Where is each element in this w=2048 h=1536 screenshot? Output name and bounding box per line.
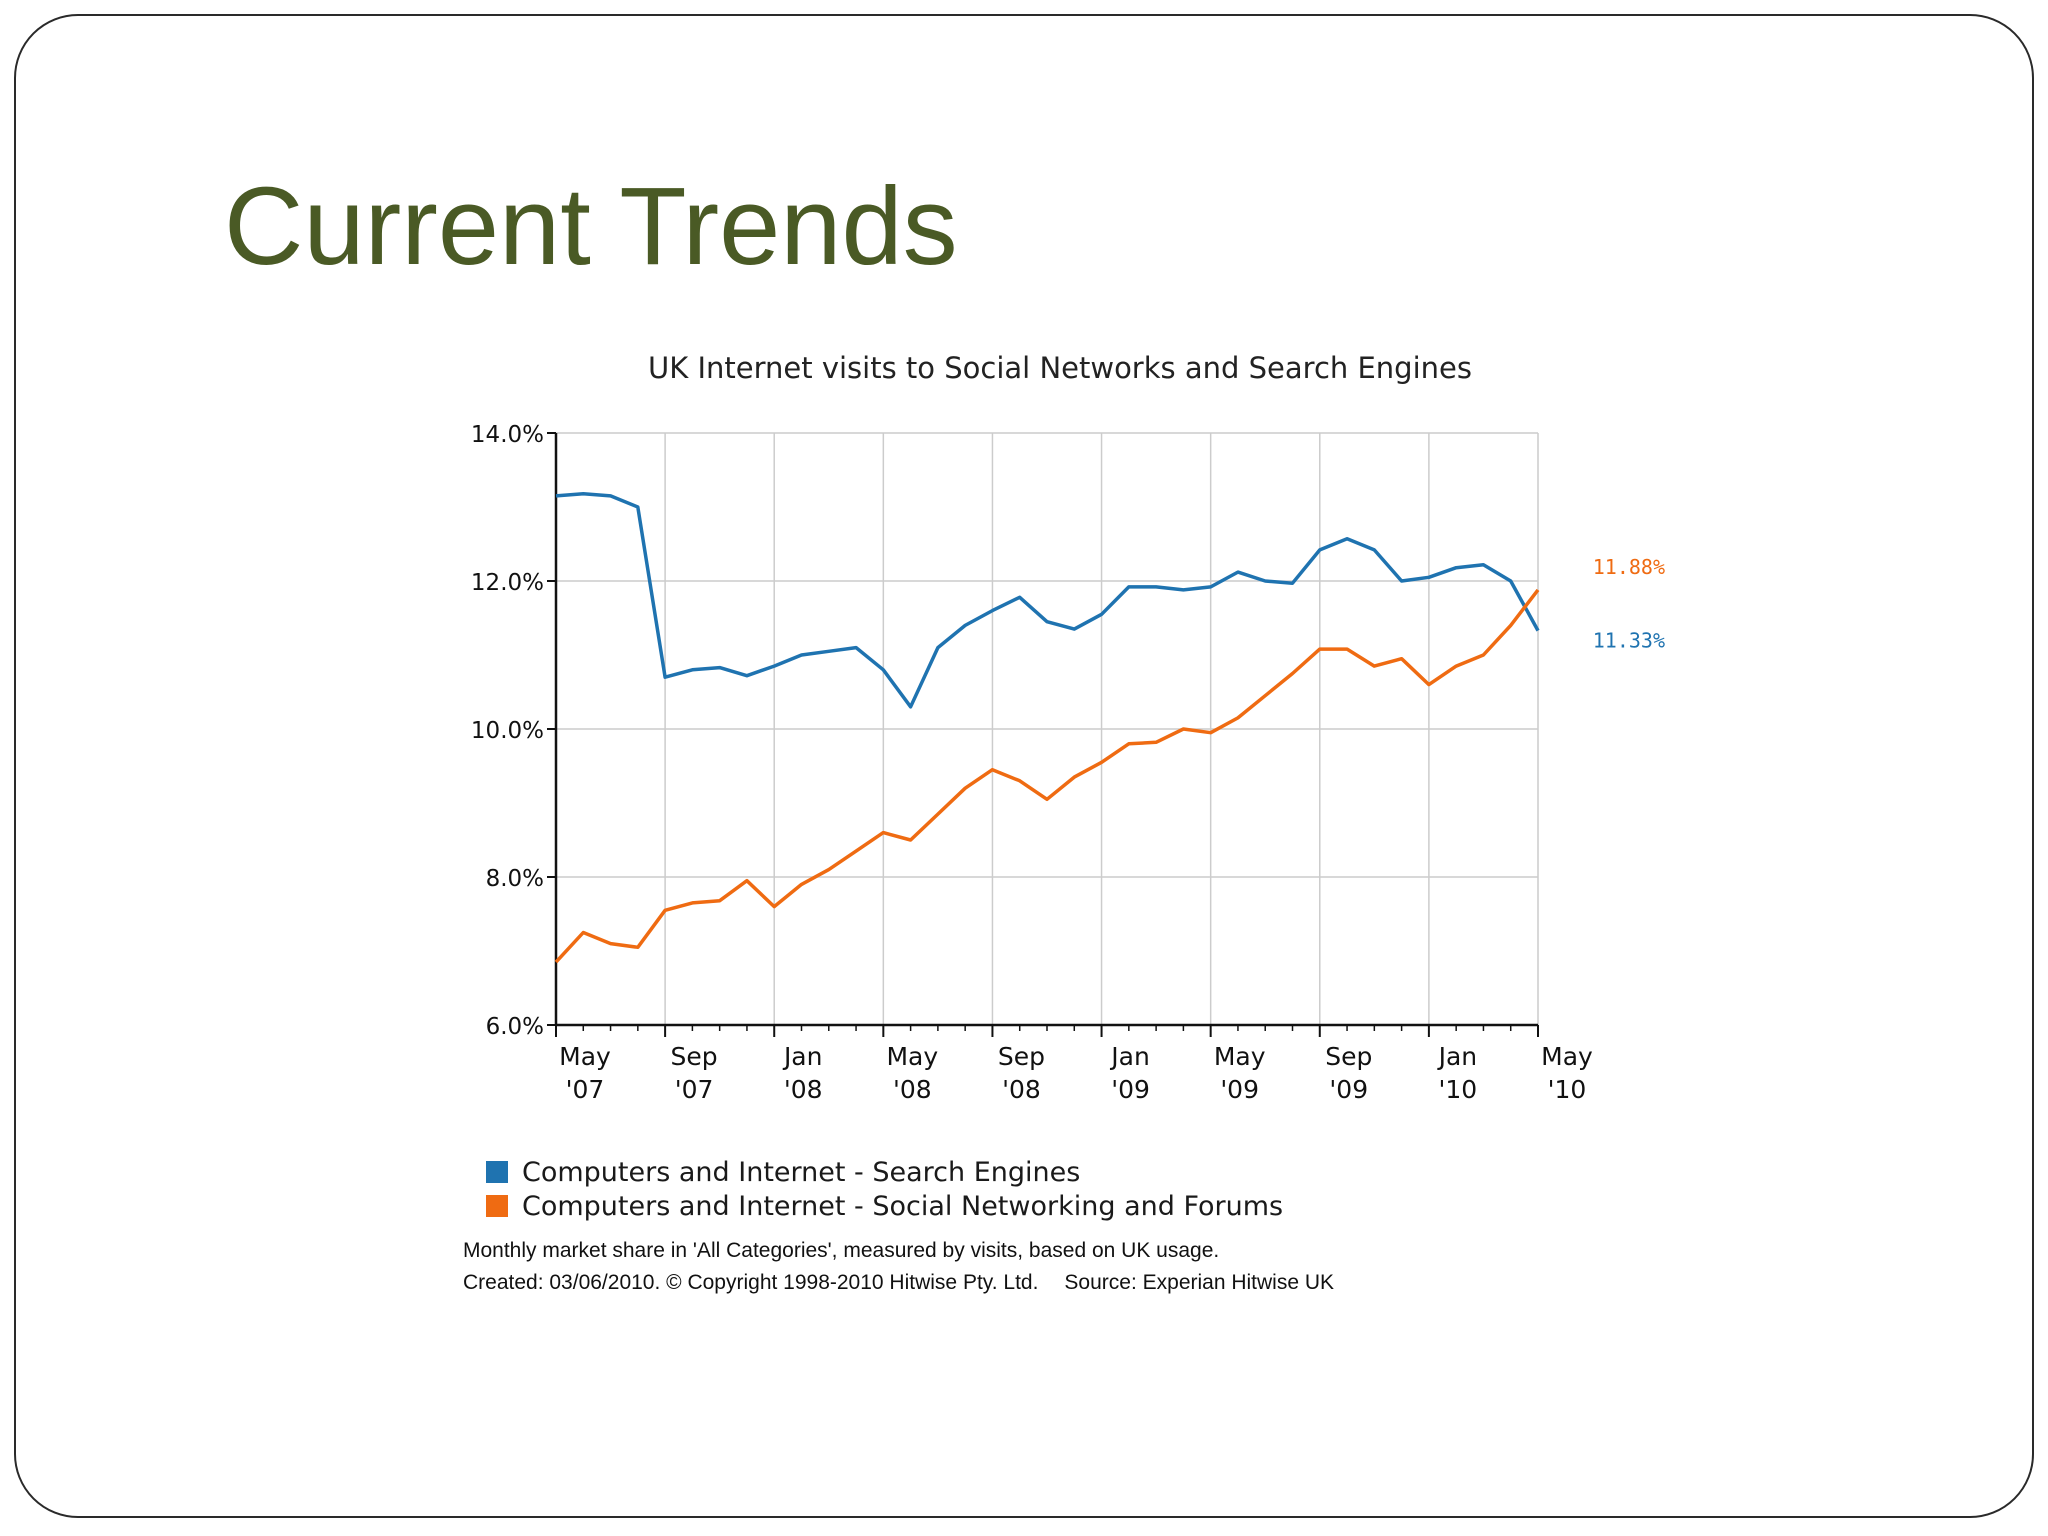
chart-legend: Computers and Internet - Search Engines … [486, 1155, 1283, 1223]
x-tick-label: Sep [998, 1042, 1045, 1071]
notes-credits: Created: 03/06/2010. © Copyright 1998-20… [463, 1267, 1363, 1299]
legend-item-social-networking: Computers and Internet - Social Networki… [486, 1189, 1283, 1223]
chart-notes: Monthly market share in 'All Categories'… [463, 1235, 1363, 1299]
x-tick-label-year: '07 [675, 1075, 714, 1104]
y-tick-label: 10.0% [471, 718, 544, 744]
legend-swatch-blue [486, 1161, 508, 1183]
x-tick-label-year: '09 [1329, 1075, 1368, 1104]
legend-label: Computers and Internet - Social Networki… [522, 1190, 1284, 1222]
y-tick-label: 12.0% [471, 570, 544, 596]
x-tick-label-year: '08 [1002, 1075, 1041, 1104]
x-tick-label: May [1214, 1042, 1266, 1071]
x-tick-label: Jan [782, 1042, 823, 1071]
legend-item-search-engines: Computers and Internet - Search Engines [486, 1155, 1283, 1189]
y-tick-label: 8.0% [486, 866, 544, 892]
x-tick-label-year: '09 [1220, 1075, 1259, 1104]
x-tick-label: May [886, 1042, 938, 1071]
x-tick-label-year: '09 [1111, 1075, 1150, 1104]
legend-label: Computers and Internet - Search Engines [522, 1156, 1081, 1188]
notes-description: Monthly market share in 'All Categories'… [463, 1239, 1220, 1262]
legend-swatch-orange [486, 1195, 508, 1217]
series-end-label-0: 11.33% [1593, 629, 1665, 653]
x-tick-label: Jan [1437, 1042, 1478, 1071]
x-tick-label-year: '07 [566, 1075, 605, 1104]
x-tick-label: May [559, 1042, 611, 1071]
x-tick-label-year: '10 [1548, 1075, 1587, 1104]
x-tick-label-year: '08 [893, 1075, 932, 1104]
x-tick-label: Jan [1109, 1042, 1150, 1071]
series-end-label-1: 11.88% [1593, 555, 1665, 579]
notes-created: Created: 03/06/2010. © Copyright 1998-20… [463, 1271, 1039, 1294]
x-tick-label: May [1541, 1042, 1593, 1071]
x-tick-label: Sep [671, 1042, 718, 1071]
x-tick-label: Sep [1325, 1042, 1372, 1071]
y-tick-label: 14.0% [471, 422, 544, 448]
chart-title: UK Internet visits to Social Networks an… [648, 351, 1472, 385]
slide-frame [14, 14, 2034, 1518]
series-line-0 [555, 491, 1540, 709]
y-tick-label: 6.0% [486, 1014, 544, 1040]
x-tick-label-year: '08 [784, 1075, 823, 1104]
series-line-1 [554, 588, 1540, 964]
line-chart: UK Internet visits to Social Networks an… [471, 351, 1665, 1104]
notes-source: Source: Experian Hitwise UK [1064, 1271, 1335, 1294]
x-tick-label-year: '10 [1439, 1075, 1478, 1104]
slide-title: Current Trends [224, 165, 958, 288]
